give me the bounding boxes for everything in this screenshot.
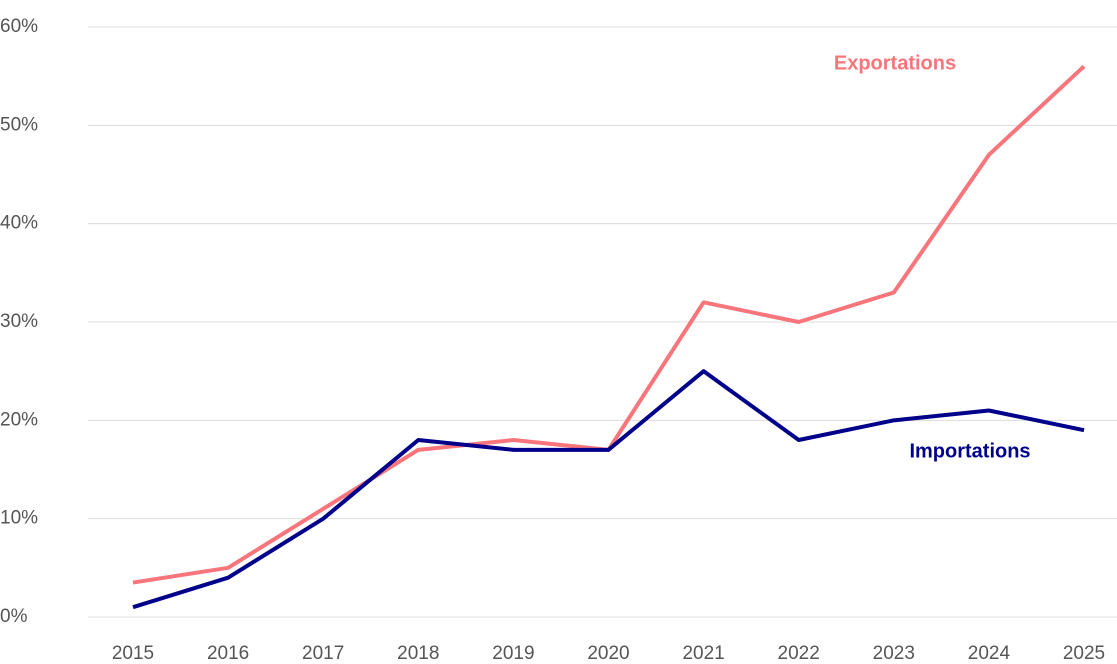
- x-tick-label: 2018: [397, 643, 439, 664]
- series-line: [132, 369, 1085, 610]
- y-tick-label: 30%: [0, 311, 38, 332]
- x-tick-label: 2015: [112, 643, 154, 664]
- x-tick-label: 2019: [492, 643, 534, 664]
- x-tick-label: 2024: [968, 643, 1011, 664]
- y-tick-label: 20%: [0, 409, 38, 430]
- x-tick-label: 2025: [1063, 643, 1105, 664]
- y-tick-label: 60%: [0, 16, 38, 37]
- y-tick-label: 50%: [0, 114, 38, 135]
- x-tick-label: 2016: [207, 643, 249, 664]
- y-tick-label: 0%: [0, 606, 28, 627]
- series-line: [132, 64, 1086, 585]
- x-tick-label: 2022: [778, 643, 820, 664]
- series-label: Importations: [909, 440, 1030, 462]
- x-tick-label: 2023: [873, 643, 915, 664]
- x-tick-label: 2017: [302, 643, 344, 664]
- y-tick-label: 10%: [0, 508, 38, 529]
- series-label: Exportations: [834, 52, 956, 74]
- x-tick-label: 2020: [587, 643, 629, 664]
- x-tick-label: 2021: [682, 643, 724, 664]
- y-tick-label: 40%: [0, 213, 38, 234]
